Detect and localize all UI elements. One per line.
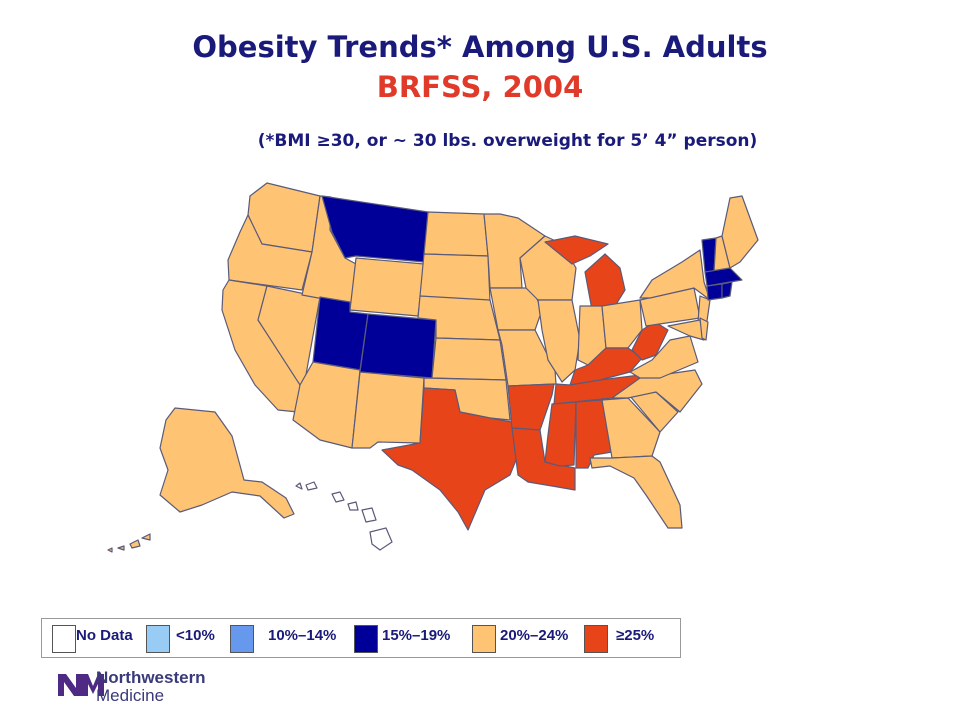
map-title: Obesity Trends* Among U.S. Adults bbox=[192, 30, 768, 64]
state-az bbox=[292, 361, 361, 449]
state-il bbox=[537, 299, 581, 383]
legend-label-p20_24: 20%–24% bbox=[500, 627, 569, 644]
logo-line2: Medicine bbox=[96, 686, 165, 705]
state-md bbox=[667, 319, 705, 341]
state-ma bbox=[704, 267, 743, 287]
state-nm bbox=[351, 371, 425, 449]
legend-swatch-ge25 bbox=[584, 625, 608, 653]
state-sd bbox=[419, 253, 491, 303]
alaska-islands bbox=[107, 533, 151, 553]
legend-label-ge25: ≥25% bbox=[616, 627, 655, 644]
logo-line1: Northwestern bbox=[96, 668, 206, 687]
legend-swatch-p20_24 bbox=[472, 625, 496, 653]
map-subtitle: BRFSS, 2004 bbox=[376, 70, 584, 104]
state-ct bbox=[706, 283, 723, 301]
legend-swatch-p10_14 bbox=[230, 625, 254, 653]
state-co bbox=[359, 313, 437, 379]
legend-swatch-no_data bbox=[52, 625, 76, 653]
bmi-note: (*BMI ≥30, or ~ 30 lbs. overweight for 5… bbox=[257, 131, 758, 151]
legend: No Data <10% 10%–14% 15%–19% 20%–24% ≥25% bbox=[41, 618, 681, 658]
legend-swatch-p15_19 bbox=[354, 625, 378, 653]
legend-label-no_data: No Data bbox=[76, 627, 133, 644]
legend-swatch-lt10 bbox=[146, 625, 170, 653]
legend-label-p10_14: 10%–14% bbox=[268, 627, 337, 644]
state-ms bbox=[544, 401, 577, 467]
state-me bbox=[721, 195, 759, 269]
state-ks bbox=[431, 337, 507, 381]
legend-label-p15_19: 15%–19% bbox=[382, 627, 451, 644]
state-hi bbox=[295, 481, 393, 551]
state-ak bbox=[159, 407, 295, 519]
state-ar bbox=[507, 383, 555, 431]
state-oh bbox=[601, 299, 643, 349]
state-ia bbox=[489, 287, 543, 331]
legend-label-lt10: <10% bbox=[176, 627, 215, 644]
state-va bbox=[629, 335, 699, 379]
state-ny bbox=[639, 249, 711, 301]
state-tx bbox=[381, 387, 517, 531]
northwestern-medicine-logo bbox=[58, 674, 104, 696]
state-fl bbox=[589, 455, 683, 529]
state-nd bbox=[423, 211, 489, 257]
state-ri bbox=[721, 281, 733, 299]
state-or bbox=[227, 214, 313, 291]
state-la bbox=[511, 427, 576, 491]
state-wy bbox=[349, 257, 425, 317]
state-de bbox=[699, 317, 709, 341]
